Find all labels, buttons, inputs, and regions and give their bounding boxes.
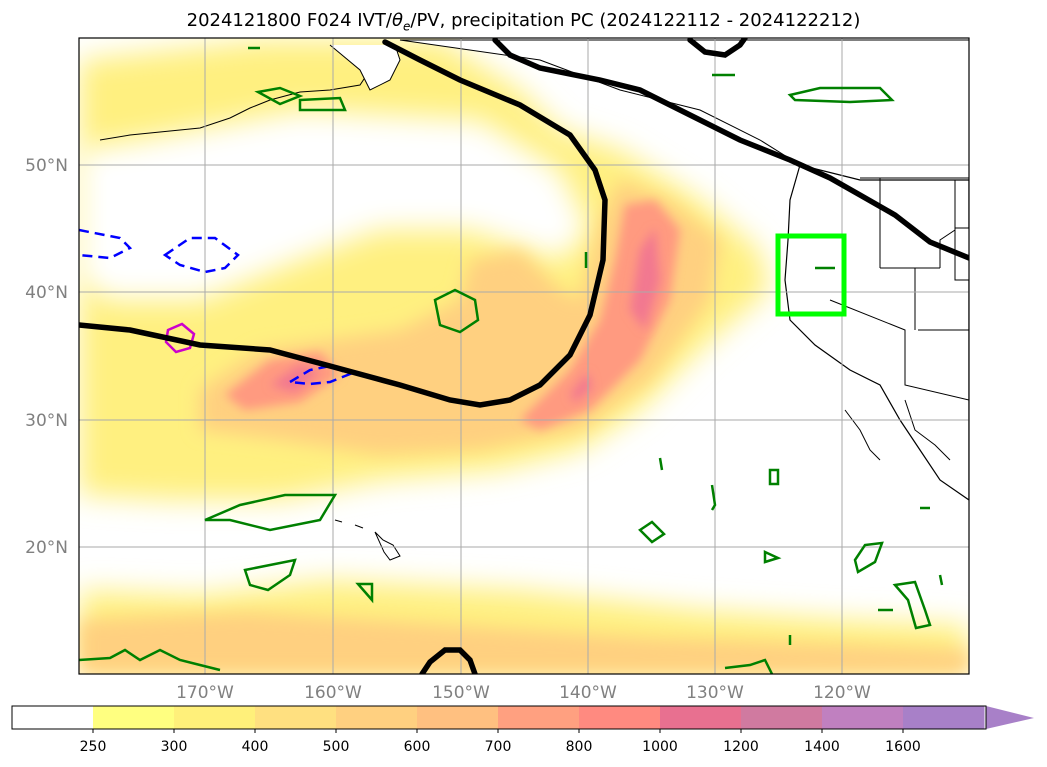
- lon-label-170w: 170°W: [176, 683, 234, 703]
- lat-label-50n: 50°N: [25, 156, 68, 176]
- colorbar-segment: [12, 706, 94, 729]
- colorbar-segment: [822, 706, 904, 729]
- map-title: 2024121800 F024 IVT/θe/PV, precipitation…: [0, 10, 1047, 34]
- map-frame: [78, 37, 970, 675]
- map-area: [79, 38, 969, 674]
- colorbar: 250 300 400 500 600 700 800 1000 1200 1400 1600: [11, 705, 1034, 755]
- lat-label-20n: 20°N: [25, 538, 68, 558]
- colorbar-segment: [579, 706, 661, 729]
- colorbar-segment: [255, 706, 337, 729]
- ivt-gap-dry-slot: [79, 110, 590, 300]
- lon-label-140w: 140°W: [559, 683, 617, 703]
- precip-contours: [79, 46, 944, 674]
- colorbar-tick-label: 500: [323, 739, 350, 755]
- colorbar-segment: [660, 706, 742, 729]
- colorbar-segments: [12, 706, 985, 729]
- graticule: [79, 38, 969, 674]
- colorbar-tick-label: 800: [566, 739, 593, 755]
- title-prefix: 2024121800 F024 IVT/: [186, 10, 392, 31]
- colorbar-tick-label: 700: [485, 739, 512, 755]
- title-theta-sub: e: [403, 19, 411, 34]
- colorbar-segment: [93, 706, 175, 729]
- title-theta: θ: [391, 10, 403, 31]
- colorbar-tick-label: 250: [80, 739, 107, 755]
- colorbar-tick-label: 400: [242, 739, 269, 755]
- colorbar-ticks: 250 300 400 500 600 700 800 1000 1200 1400 1600: [80, 729, 921, 755]
- pv-contours: [79, 38, 969, 674]
- lat-label-30n: 30°N: [25, 411, 68, 431]
- colorbar-tick-label: 1000: [642, 739, 678, 755]
- colorbar-segment: [174, 706, 256, 729]
- magenta-contour: [164, 322, 196, 354]
- lat-label-40n: 40°N: [25, 283, 68, 303]
- colorbar-segment: [417, 706, 499, 729]
- colorbar-segment: [903, 706, 985, 729]
- highlight-box: [775, 233, 847, 317]
- colorbar-segment: [498, 706, 580, 729]
- colorbar-outline: [11, 705, 987, 730]
- colorbar-tick-label: 1200: [723, 739, 759, 755]
- colorbar-tick-label: 600: [404, 739, 431, 755]
- colorbar-tick-label: 300: [161, 739, 188, 755]
- lon-label-130w: 130°W: [686, 683, 744, 703]
- colorbar-tick-label: 1600: [885, 739, 921, 755]
- land-masses: [99, 39, 969, 561]
- lon-label-150w: 150°W: [432, 683, 490, 703]
- colorbar-tick-label: 1400: [804, 739, 840, 755]
- colorbar-extend-arrow: [986, 706, 1034, 729]
- ivt-shading: [79, 40, 969, 674]
- colorbar-segment: [336, 706, 418, 729]
- colorbar-segment: [741, 706, 823, 729]
- lon-label-120w: 120°W: [813, 683, 871, 703]
- lon-label-160w: 160°W: [304, 683, 362, 703]
- title-suffix: /PV, precipitation PC (2024122112 - 2024…: [410, 10, 861, 31]
